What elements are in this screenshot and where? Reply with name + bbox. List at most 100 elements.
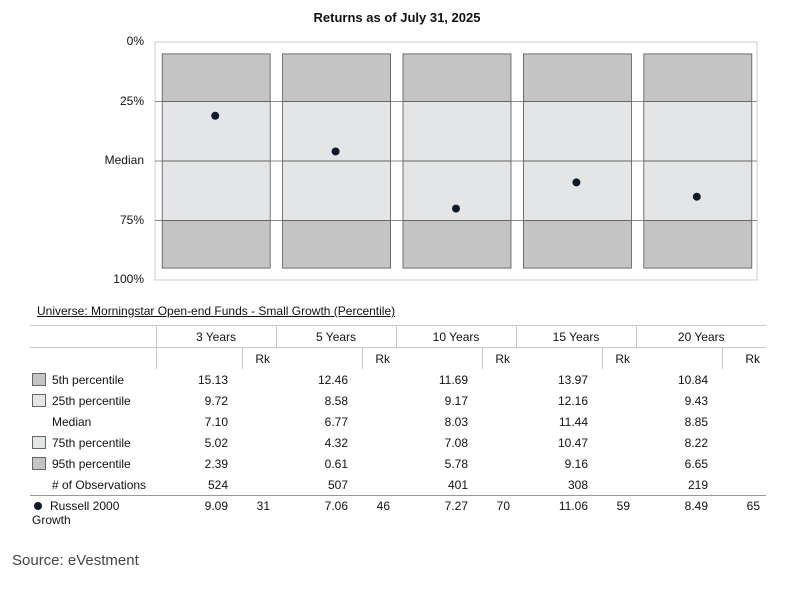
benchmark-value: 8.49 [636,495,723,531]
rank-header-row: Rk Rk Rk Rk Rk [30,347,767,369]
benchmark-rank: 59 [602,495,637,531]
benchmark-rank: 31 [242,495,277,531]
table-cell-value: 13.97 [558,372,589,387]
y-tick-label: 100% [113,272,144,286]
table-cell-value: 12.46 [317,372,349,387]
table-cell-rank [242,474,276,496]
chart-title: Returns as of July 31, 2025 [313,10,481,25]
rank-header: Rk [361,347,397,369]
table-cell-rank [602,453,636,474]
table-cell-rank [482,432,516,453]
table-cell-rank [242,369,276,390]
benchmark-rank: 65 [722,495,767,531]
table-cell-value: 5.78 [444,456,469,471]
benchmark-point [211,111,220,120]
table-cell-rank [242,432,276,453]
table-cell-value: 8.85 [684,414,709,429]
table-cell-rank [362,369,396,390]
table-cell-value: 10.84 [678,372,709,387]
column-header: 15 Years [515,325,637,348]
table-cell-value: 15.13 [197,372,228,387]
table-cell-rank [482,369,516,390]
table-cell-value: 9.72 [204,393,228,408]
percentile-band [282,160,392,221]
table-row: 75th percentile 5.02 4.32 7.08 10.47 8.22 [30,432,766,453]
y-tick-label: 0% [126,34,144,48]
table-cell-value: 219 [688,477,709,492]
table-cell-value: 0.61 [324,456,349,471]
table-header-row: 3 Years 5 Years 10 Years 15 Years 20 Yea… [30,325,767,348]
statistics-table: 3 Years 5 Years 10 Years 15 Years 20 Yea… [30,325,767,531]
table-cell-value: 9.43 [684,393,709,408]
benchmark-value: 11.06 [516,495,603,531]
table-cell-rank [482,453,516,474]
source-note: Source: eVestment [12,552,139,569]
benchmark-label: Russell 2000 Growth [30,495,156,531]
table-cell-value: 10.47 [558,435,589,450]
benchmark-row: Russell 2000 Growth 9.09 31 7.06 46 7.27 … [30,495,767,531]
y-tick-label: 75% [119,213,144,227]
benchmark-point [452,204,460,213]
table-cell-value: 6.65 [684,456,709,471]
row-label: Median [30,411,156,432]
table-cell-value: 7.08 [444,435,469,450]
table-cell-rank [602,369,636,390]
legend-swatch-icon [32,372,46,386]
table-cell-value: 507 [327,477,349,492]
benchmark-point [572,178,581,187]
legend-swatch-icon [32,456,46,470]
row-label: 75th percentile [30,432,156,453]
table-cell-rank [602,474,636,496]
table-cell-rank [362,474,396,496]
table-cell-rank [722,432,766,453]
benchmark-rank: 70 [482,495,517,531]
table-cell-value: 9.16 [564,456,589,471]
table-cell-value: 8.58 [324,393,349,408]
table-cell-rank [362,432,396,453]
percentile-band [523,160,632,221]
percentile-band [161,220,271,269]
percentile-band [523,101,632,162]
rank-header: Rk [601,347,637,369]
table-cell-value: 12.16 [558,393,589,408]
table-cell-rank [362,453,396,474]
table-cell-rank [602,432,636,453]
table-cell-value: 4.32 [324,435,349,450]
percentile-band [282,53,392,102]
legend-swatch-icon [32,393,46,407]
table-cell-rank [722,369,766,390]
table-cell-rank [242,411,276,432]
percentile-band [643,220,753,269]
table-cell-rank [482,390,516,411]
rank-header: Rk [481,347,517,369]
table-row: 95th percentile 2.39 0.61 5.78 9.16 6.65 [30,453,766,474]
table-cell-value: 7.10 [204,414,228,429]
table-cell-value: 308 [568,477,589,492]
percentile-band [402,220,512,269]
y-tick-label: 25% [119,94,144,108]
rank-header: Rk [241,347,277,369]
table-cell-value: 6.77 [324,414,349,429]
universe-label: Universe: Morningstar Open-end Funds - S… [37,304,396,318]
table-cell-value: 5.02 [204,435,228,450]
table-cell-value: 11.69 [438,372,469,387]
percentile-band [161,101,271,162]
y-tick-label: Median [104,153,144,167]
table-cell-value: 2.39 [204,456,228,471]
percentile-band [402,101,512,162]
percentile-band [643,101,753,162]
column-header: 5 Years [275,325,397,348]
benchmark-marker-icon [34,502,42,510]
percentile-band [402,53,512,102]
table-cell-value: 11.44 [558,414,589,429]
percentile-chart [154,41,758,281]
benchmark-rank: 46 [362,495,397,531]
table-row: # of Observations 524 507 401 308 219 [30,474,766,496]
table-cell-rank [482,474,516,496]
benchmark-value: 9.09 [156,495,242,531]
row-label: # of Observations [30,474,156,496]
row-label: 5th percentile [30,369,156,390]
table-cell-rank [722,474,766,496]
row-label: 25th percentile [30,390,156,411]
table-cell-value: 9.17 [444,393,469,408]
